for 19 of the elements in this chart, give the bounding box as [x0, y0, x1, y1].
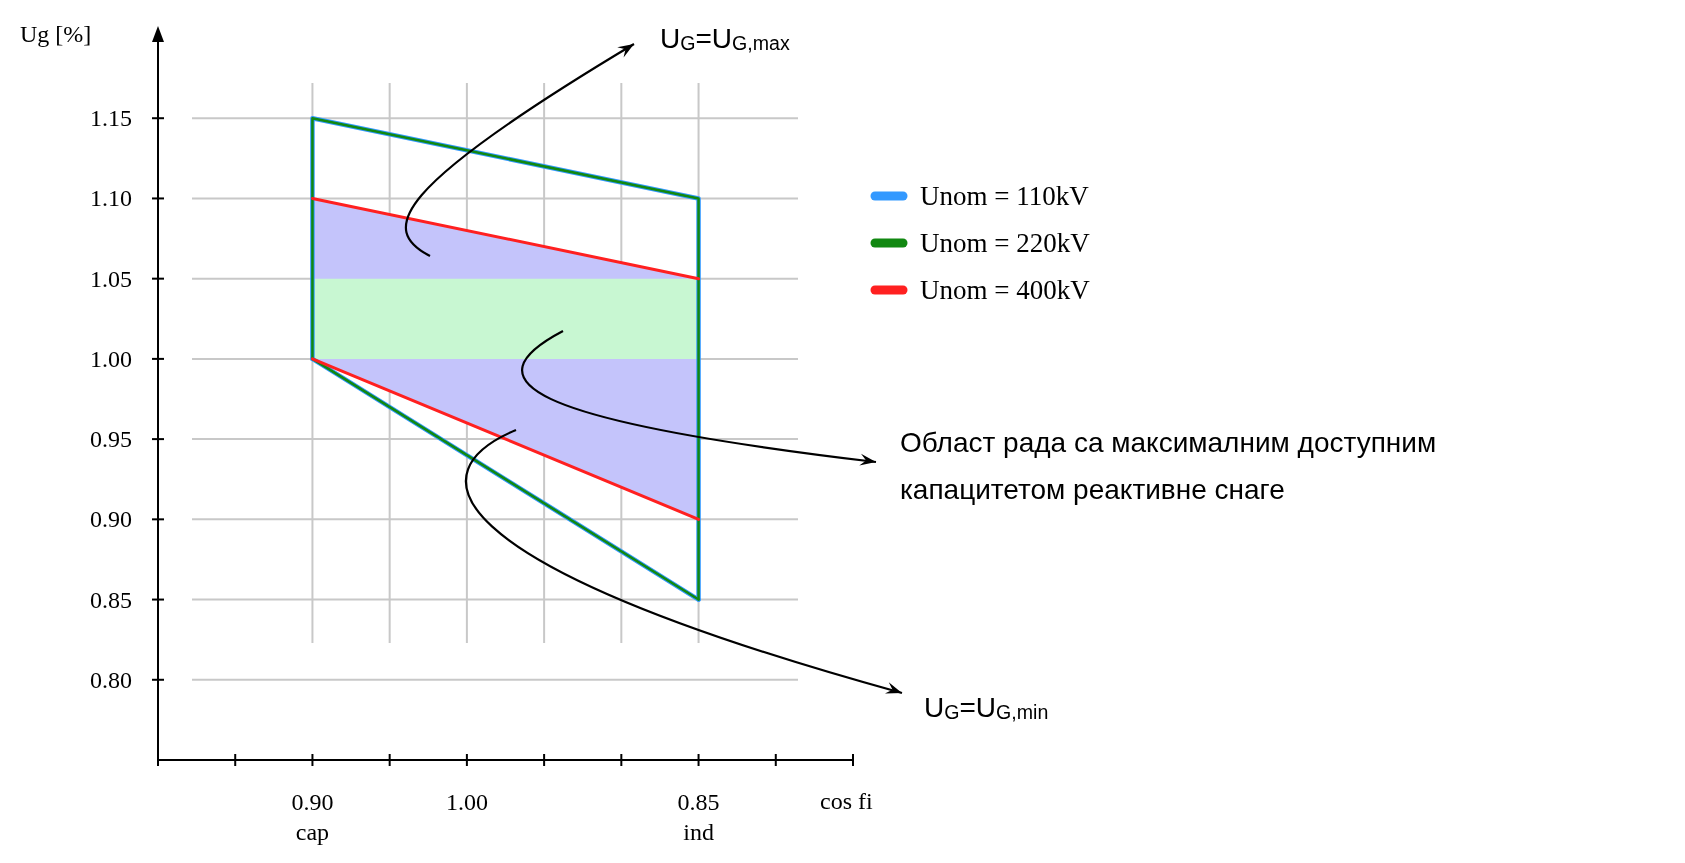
legend-label: Unom = 110kV	[920, 181, 1090, 211]
y-tick-label: 1.05	[90, 265, 132, 292]
y-tick-label: 1.15	[90, 105, 132, 132]
y-tick-label: 0.85	[90, 586, 132, 613]
x-tick-label: 1.00	[445, 789, 488, 815]
y-axis-title: Ug [%]	[20, 21, 92, 47]
x-tick-label: 0.85 ind	[677, 789, 720, 845]
annotation: UG=UG,max	[660, 23, 790, 54]
y-tick-label: 0.95	[90, 426, 132, 453]
y-tick-label: 0.90	[90, 506, 132, 533]
x-tick-label: 0.90 cap	[291, 789, 334, 845]
x-axis-title: cos fi	[820, 788, 873, 814]
y-tick-label: 1.00	[90, 345, 132, 372]
y-tick-label: 0.80	[90, 666, 132, 693]
text: UG=UG,min	[924, 692, 1049, 723]
legend-label: Unom = 220kV	[920, 228, 1091, 258]
y-tick-label: 1.10	[90, 185, 132, 212]
text: Област рада са максималним доступним капацитетом реактивне снаге	[900, 427, 1437, 505]
legend-label: Unom = 400kV	[920, 275, 1091, 305]
